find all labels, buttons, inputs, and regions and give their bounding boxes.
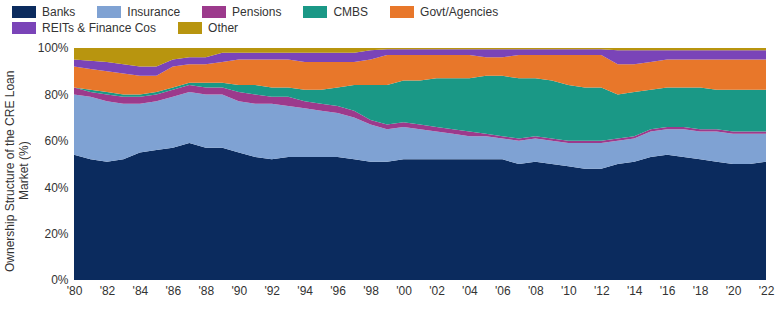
svg-text:'22: '22	[759, 284, 775, 298]
svg-text:20%: 20%	[44, 227, 68, 241]
html-text:Pensions: Pensions	[232, 5, 282, 19]
svg-text:'86: '86	[166, 284, 182, 298]
svg-text:'98: '98	[363, 284, 379, 298]
svg-text:40%: 40%	[44, 181, 68, 195]
svg-text:'08: '08	[528, 284, 544, 298]
svg-text:'96: '96	[330, 284, 346, 298]
svg-text:'06: '06	[495, 284, 511, 298]
svg-text:100%: 100%	[38, 41, 69, 55]
svg-text:'88: '88	[198, 284, 214, 298]
svg-text:'16: '16	[660, 284, 676, 298]
svg-text:0%: 0%	[51, 273, 69, 288]
svg-text:'94: '94	[297, 284, 313, 298]
svg-text:'00: '00	[396, 284, 412, 298]
svg-text:80%: 80%	[44, 88, 68, 102]
svg-text:'04: '04	[462, 284, 478, 298]
html-text:REITs & Finance Cos: REITs & Finance Cos	[42, 21, 156, 35]
svg-text:'12: '12	[594, 284, 610, 298]
svg-text:60%: 60%	[44, 134, 68, 148]
svg-text:'92: '92	[264, 284, 280, 298]
svg-text:'84: '84	[133, 284, 149, 298]
svg-text:'20: '20	[726, 284, 742, 298]
html-text:Govt/Agencies: Govt/Agencies	[420, 5, 499, 19]
svg-text:'14: '14	[627, 284, 643, 298]
svg-text:'80: '80	[67, 284, 83, 298]
html-text:Ownership Structure of the CRE: Ownership Structure of the CRE Loan Mark…	[3, 70, 31, 272]
html-text:Banks: Banks	[42, 5, 76, 19]
svg-text:'90: '90	[231, 284, 247, 298]
svg-text:'82: '82	[100, 284, 116, 298]
html-text:Insurance: Insurance	[127, 5, 181, 19]
svg-text:'02: '02	[429, 284, 445, 298]
html-text:CMBS: CMBS	[333, 5, 369, 19]
svg-text:'10: '10	[561, 284, 577, 298]
html-text:Other: Other	[208, 21, 239, 35]
svg-text:'18: '18	[693, 284, 709, 298]
